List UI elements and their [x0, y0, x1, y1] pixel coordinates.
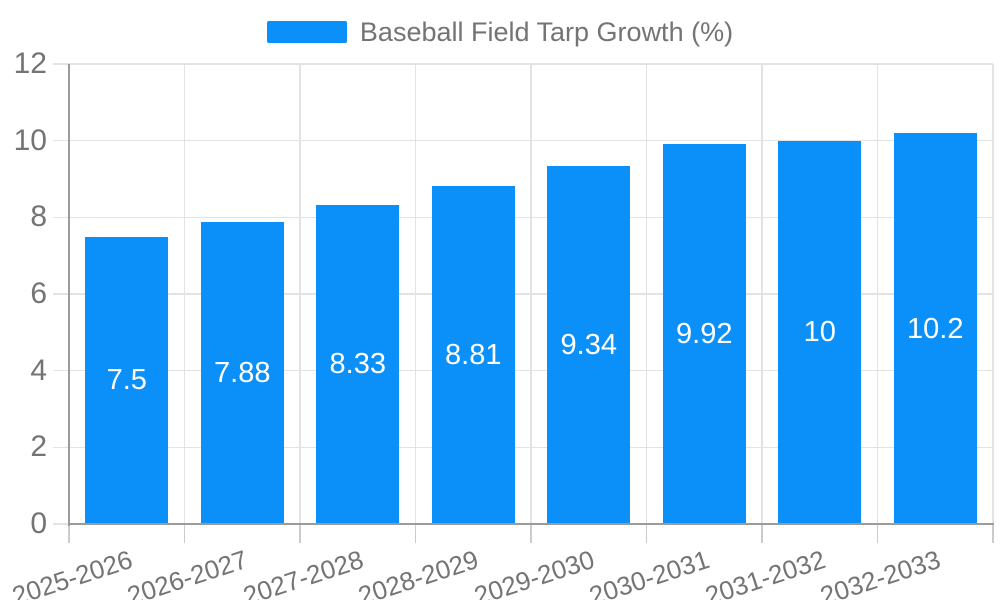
gridline-vertical [414, 64, 417, 524]
x-axis-tick [183, 525, 186, 543]
bar-2032-2033[interactable] [893, 133, 977, 524]
x-axis-tick [299, 525, 301, 543]
y-tick-label: 2 [30, 430, 47, 464]
x-axis-tick [68, 525, 70, 543]
bar-value-label: 10.2 [907, 312, 964, 345]
bar-value-label: 10 [803, 316, 836, 349]
legend-item[interactable]: Baseball Field Tarp Growth (%) [0, 17, 1000, 47]
legend-label: Baseball Field Tarp Growth (%) [359, 17, 734, 47]
x-axis-tick [414, 525, 417, 543]
bar-2029-2030[interactable] [547, 165, 631, 524]
y-axis-tick [53, 63, 69, 65]
gridline-vertical [645, 64, 648, 524]
x-axis-tick [530, 525, 532, 543]
y-axis-tick [53, 369, 69, 372]
x-axis-tick [876, 525, 879, 543]
bar-value-label: 8.33 [329, 348, 386, 381]
x-axis-tick [645, 525, 648, 543]
y-axis-tick [53, 523, 69, 525]
gridline-vertical [992, 64, 994, 524]
y-axis-tick [53, 139, 69, 142]
y-tick-label: 0 [30, 507, 47, 540]
bar-2025-2026[interactable] [85, 236, 169, 524]
bar-2026-2027[interactable] [200, 221, 284, 524]
y-tick-label: 6 [30, 277, 47, 310]
bar-2027-2028[interactable] [316, 204, 400, 524]
y-tick-label: 12 [13, 47, 47, 80]
gridline-vertical [876, 64, 879, 524]
gridline-vertical [183, 64, 186, 524]
x-axis-line [69, 523, 994, 525]
bar-value-label: 8.81 [445, 339, 502, 372]
y-axis-line [68, 64, 70, 526]
x-axis-tick [992, 525, 994, 543]
gridline-vertical [299, 64, 301, 524]
y-axis-tick [53, 216, 69, 219]
y-axis-tick [53, 446, 69, 449]
bar-value-label: 9.92 [676, 317, 733, 350]
gridline-vertical [530, 64, 532, 524]
x-axis-tick [761, 525, 763, 543]
y-tick-label: 8 [30, 200, 47, 234]
bar-2030-2031[interactable] [662, 143, 746, 524]
bar-2028-2029[interactable] [431, 186, 515, 524]
bar-value-label: 9.34 [560, 328, 617, 361]
bar-value-label: 7.88 [214, 356, 271, 389]
bar-2031-2032[interactable] [778, 140, 862, 524]
gridline-vertical [761, 64, 763, 524]
legend-swatch [266, 21, 347, 43]
y-axis-tick [53, 293, 69, 295]
bar-value-label: 7.5 [106, 364, 147, 397]
y-tick-label: 10 [13, 123, 47, 157]
y-tick-label: 4 [30, 353, 47, 387]
